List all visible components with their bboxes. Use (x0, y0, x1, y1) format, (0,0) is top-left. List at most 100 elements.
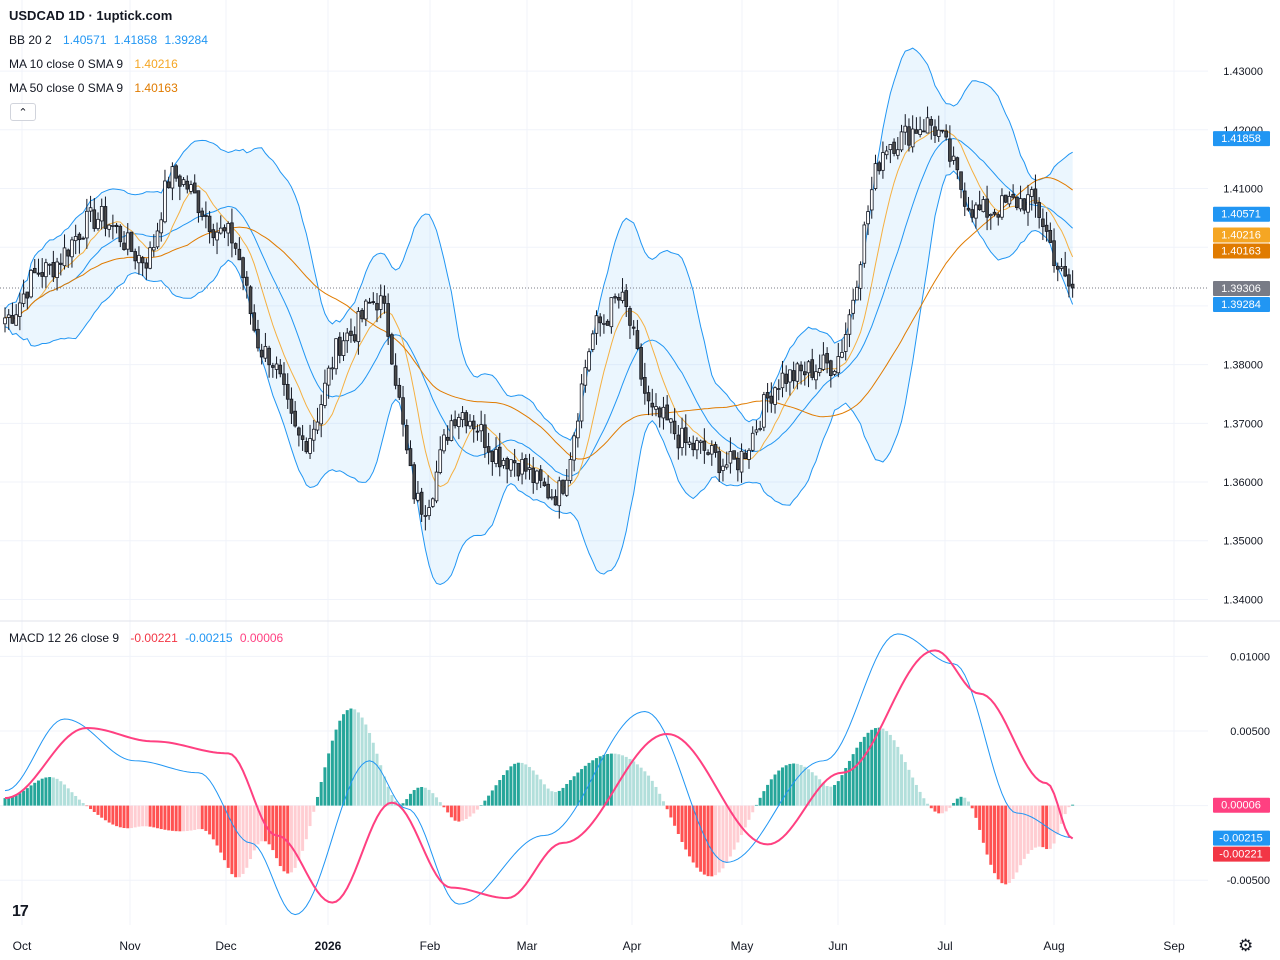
legend-ma50[interactable]: MA 50 close 0 SMA 9 1.40163 (9, 80, 182, 96)
macd-badge-bg (1213, 830, 1270, 846)
candle (345, 328, 350, 353)
candle (360, 308, 364, 323)
macd-histogram-bar (792, 763, 796, 806)
macd-histogram-bar (676, 805, 680, 835)
candle (609, 297, 614, 334)
candle (10, 302, 15, 324)
candle-body (535, 470, 539, 484)
candle (207, 210, 212, 244)
macd-histogram-bar (714, 805, 718, 876)
candle-body (185, 180, 190, 190)
candle (829, 359, 833, 388)
candle (776, 379, 781, 401)
candle (550, 488, 554, 501)
macd-histogram-bar (602, 754, 606, 806)
candle-body (308, 438, 312, 454)
candle (1015, 196, 1019, 211)
macd-histogram-bar (777, 770, 781, 806)
macd-histogram-bar (416, 787, 420, 806)
macd-badge: -0.00215 (1213, 830, 1270, 846)
candle-body (784, 373, 788, 384)
candle (951, 146, 956, 165)
macd-tick-label: 0.01000 (1230, 651, 1270, 663)
macd-histogram-bar (293, 805, 297, 868)
candle-body (657, 407, 662, 418)
macd-histogram-bar (115, 805, 119, 827)
macd-histogram-bar (539, 779, 543, 806)
candle (453, 410, 457, 429)
candle (297, 426, 301, 447)
gear-icon[interactable]: ⚙ (1238, 936, 1254, 955)
candle (896, 137, 900, 160)
candle-body (271, 365, 275, 368)
candle-body (698, 440, 703, 443)
candle-body (568, 459, 573, 481)
candle (527, 453, 532, 480)
time-tick-label: Apr (623, 939, 642, 953)
candle (21, 279, 26, 308)
macd-histogram-bar (449, 805, 453, 818)
candle-body (617, 296, 621, 301)
candle-body (18, 302, 22, 317)
macd-histogram-bar (550, 791, 554, 806)
candle (814, 364, 818, 390)
candle-body (483, 424, 487, 448)
macd-histogram-bar (55, 778, 59, 806)
macd-histogram-bar (156, 805, 160, 829)
macd-tick-label: 0.00500 (1230, 726, 1270, 738)
candle-body (1037, 202, 1041, 218)
macd-histogram-bar (438, 802, 442, 806)
candle-body (96, 218, 100, 230)
macd-histogram-bar (382, 776, 386, 806)
candle (155, 222, 160, 250)
macd-histogram-bar (855, 747, 859, 806)
macd-histogram-bar (249, 805, 253, 860)
candle (903, 114, 908, 145)
time-tick-label: May (731, 939, 754, 953)
candle (724, 451, 729, 470)
macd-histogram-bar (784, 765, 788, 806)
candle (386, 293, 390, 346)
macd-histogram-bar (319, 781, 323, 806)
macd-histogram-bar (215, 805, 219, 846)
macd-histogram-bar (1056, 805, 1060, 835)
macd-histogram-bar (673, 805, 677, 826)
macd-histogram-bar (706, 805, 710, 877)
candle-body (140, 257, 145, 264)
price-badge-bg (1213, 206, 1270, 222)
candle (252, 304, 257, 333)
candle-body (1055, 265, 1060, 270)
candle-body (635, 330, 640, 349)
macd-histogram-bar (833, 784, 837, 806)
candle (806, 360, 811, 388)
candle-body (1000, 195, 1004, 218)
tradingview-logo[interactable]: 17 (12, 903, 29, 920)
candle-body (966, 207, 971, 211)
macd-histogram-bar (442, 805, 446, 808)
candle (189, 180, 193, 195)
candle-body (371, 301, 376, 303)
collapse-legend-button[interactable]: ⌃ (10, 103, 36, 121)
candle-body (989, 214, 993, 217)
legend-bb[interactable]: BB 20 2 1.40571 1.41858 1.39284 (9, 32, 212, 48)
candle-body (561, 479, 565, 494)
legend-macd-line: -0.00215 (185, 631, 233, 645)
candle (702, 428, 707, 464)
price-tick-label: 1.38000 (1223, 360, 1263, 372)
candle-body (762, 394, 766, 428)
candle (304, 437, 309, 454)
candle-body (840, 352, 844, 358)
legend-macd[interactable]: MACD 12 26 close 9 -0.00221 -0.00215 0.0… (9, 630, 287, 646)
candle-body (479, 424, 483, 432)
candle (174, 164, 178, 182)
candle-body (959, 171, 963, 190)
candle (531, 457, 536, 494)
candle (29, 268, 33, 299)
macd-histogram-bar (981, 805, 985, 843)
macd-histogram-bar (557, 790, 561, 806)
legend-ma10[interactable]: MA 10 close 0 SMA 9 1.40216 (9, 56, 182, 72)
candle (248, 285, 253, 325)
macd-histogram-bar (226, 805, 230, 868)
macd-histogram-bar (286, 805, 290, 874)
